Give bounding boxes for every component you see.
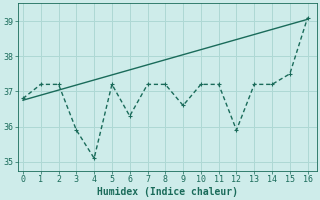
X-axis label: Humidex (Indice chaleur): Humidex (Indice chaleur) xyxy=(97,186,237,197)
